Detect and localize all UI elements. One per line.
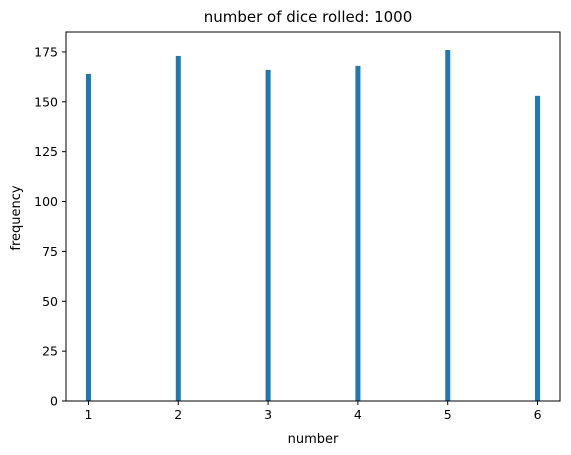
x-tick-label-6: 6 [534,407,542,422]
axes-layer: 1 2 3 4 5 6 0 25 50 75 100 125 150 175 [34,44,541,422]
x-tick-label-2: 2 [174,407,182,422]
y-tick-label-125: 125 [34,144,58,159]
bar-1 [85,73,91,402]
bar-3 [265,69,271,401]
x-tick-label-1: 1 [84,407,92,422]
x-tick-label-3: 3 [264,407,272,422]
bar-2 [175,55,181,402]
bar-6 [535,95,541,401]
y-tick-label-75: 75 [42,244,58,259]
plot-frame [65,31,561,402]
chart-title: number of dice rolled: 1000 [204,8,413,26]
y-tick-label-100: 100 [34,194,58,209]
bar-4 [355,65,361,401]
y-tick-label-50: 50 [42,294,58,309]
y-tick-label-0: 0 [50,394,58,409]
y-axis-label: frequency [9,185,24,251]
bar-5 [445,49,451,401]
y-tick-label-150: 150 [34,94,58,109]
y-tick-label-25: 25 [42,344,58,359]
x-tick-label-4: 4 [354,407,362,422]
bars-layer [85,49,541,402]
x-axis-label: number [288,432,339,447]
x-tick-label-5: 5 [444,407,452,422]
y-tick-label-175: 175 [34,44,58,59]
